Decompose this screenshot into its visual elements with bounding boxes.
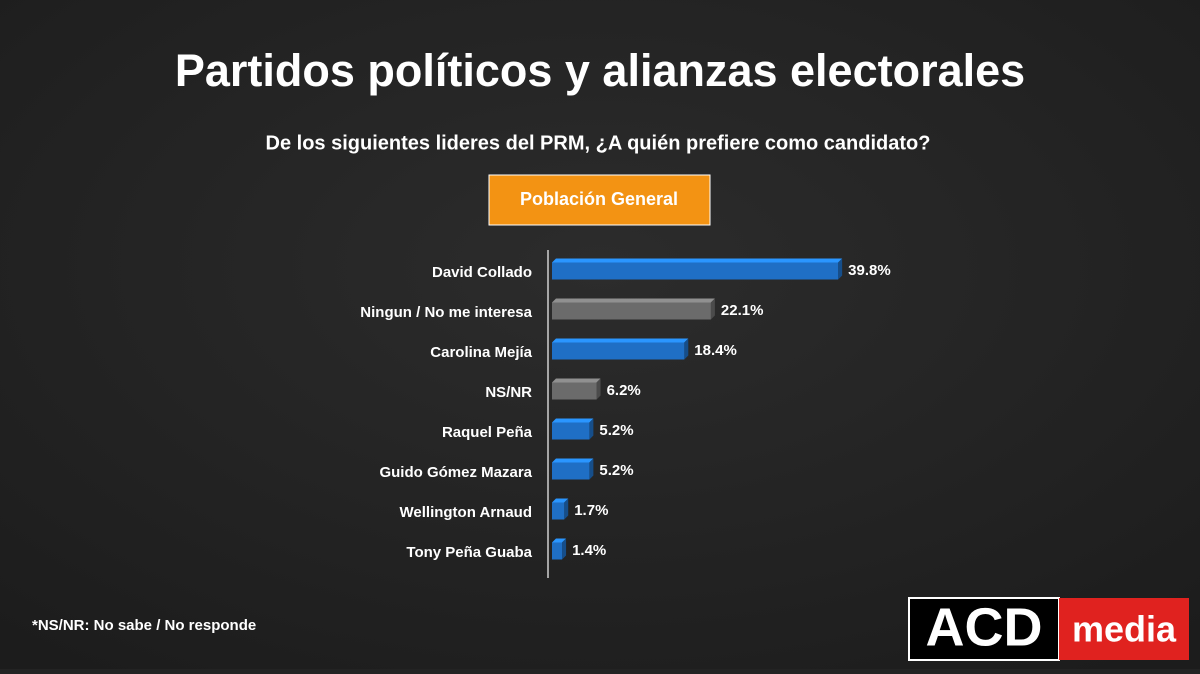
chart-title: Partidos políticos y alianzas electorale… xyxy=(175,45,1025,96)
bar-top xyxy=(552,418,594,423)
category-label: Guido Gómez Mazara xyxy=(379,464,532,481)
value-label: 5.2% xyxy=(599,422,633,439)
bar-side xyxy=(710,298,715,320)
category-label: Ningun / No me interesa xyxy=(360,304,532,321)
badge: Población General xyxy=(520,189,678,209)
bar-top xyxy=(552,458,594,463)
bar xyxy=(552,302,711,320)
logo-accent-box xyxy=(1059,598,1189,660)
footnote: *NS/NR: No sabe / No responde xyxy=(32,617,256,634)
category-label: Raquel Peña xyxy=(442,424,533,441)
bar-top xyxy=(552,498,569,503)
bar-top xyxy=(552,338,689,343)
value-label: 18.4% xyxy=(694,342,737,359)
category-label: NS/NR xyxy=(485,384,532,401)
value-label: 5.2% xyxy=(599,462,633,479)
bar xyxy=(552,542,563,560)
bar-side xyxy=(589,418,594,440)
logo-main: ACD xyxy=(926,597,1043,657)
bar-top xyxy=(552,298,715,303)
bar-top xyxy=(552,378,601,383)
value-label: 1.7% xyxy=(574,502,608,519)
bar xyxy=(552,342,685,360)
bar xyxy=(552,502,565,520)
category-label: Tony Peña Guaba xyxy=(406,544,532,561)
badge-box xyxy=(488,174,711,226)
bar-side xyxy=(596,378,601,400)
bar-side xyxy=(589,458,594,480)
bar-side xyxy=(564,498,569,520)
bar-side xyxy=(684,338,689,360)
logo-main-box xyxy=(908,597,1060,661)
bar xyxy=(552,382,597,400)
chart-subtitle: De los siguientes lideres del PRM, ¿A qu… xyxy=(266,132,931,154)
category-label: Wellington Arnaud xyxy=(400,504,533,521)
category-label: David Collado xyxy=(432,264,532,281)
bar xyxy=(552,462,590,480)
bar-side xyxy=(838,258,843,280)
category-label: Carolina Mejía xyxy=(430,344,532,361)
value-label: 39.8% xyxy=(848,262,891,279)
bar xyxy=(552,422,590,440)
bar-side xyxy=(562,538,567,560)
value-label: 22.1% xyxy=(721,302,764,319)
bar xyxy=(552,262,839,280)
bar-top xyxy=(552,258,843,263)
value-label: 6.2% xyxy=(607,382,641,399)
bar-top xyxy=(552,538,567,543)
logo-accent: media xyxy=(1072,609,1177,650)
value-label: 1.4% xyxy=(572,542,606,559)
